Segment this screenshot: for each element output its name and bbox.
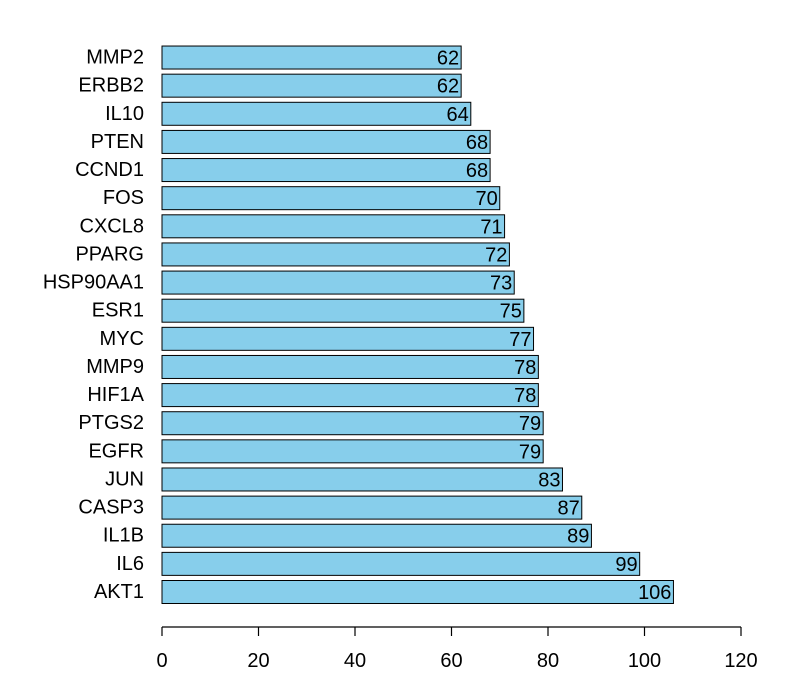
value-label-il6: 99: [615, 554, 637, 576]
bar-casp3: [161, 495, 583, 520]
value-label-hif1a: 78: [514, 385, 536, 407]
bar-myc: [161, 326, 535, 351]
category-label-fos: FOS: [103, 187, 144, 209]
x-tick-label-80: 80: [537, 650, 559, 672]
bar-egfr: [161, 439, 544, 464]
x-tick-label-20: 20: [247, 650, 269, 672]
category-label-casp3: CASP3: [78, 497, 144, 519]
value-label-il10: 64: [447, 104, 469, 126]
bar-fos: [161, 186, 501, 211]
bars-group: [161, 45, 674, 604]
category-label-hif1a: HIF1A: [87, 384, 144, 406]
x-tick-label-40: 40: [344, 650, 366, 672]
category-label-akt1: AKT1: [94, 581, 144, 603]
bar-ptgs2: [161, 411, 544, 436]
category-label-pparg: PPARG: [75, 243, 144, 265]
value-label-akt1: 106: [638, 582, 671, 604]
bar-il6: [161, 551, 641, 576]
bar-mmp9: [161, 354, 539, 379]
value-label-ptgs2: 79: [519, 413, 541, 435]
bar-erbb2: [161, 73, 462, 98]
category-label-jun: JUN: [105, 468, 144, 490]
bar-pparg: [161, 242, 510, 267]
bar-ccnd1: [161, 158, 491, 183]
x-tick-label-120: 120: [724, 650, 757, 672]
category-label-egfr: EGFR: [88, 440, 144, 462]
x-tick-label-60: 60: [440, 650, 462, 672]
value-label-pparg: 72: [485, 244, 507, 266]
value-label-cxcl8: 71: [480, 216, 502, 238]
category-label-erbb2: ERBB2: [78, 75, 144, 97]
value-label-pten: 68: [466, 132, 488, 154]
bar-pten: [161, 129, 491, 154]
value-label-hsp90aa1: 73: [490, 273, 512, 295]
value-label-erbb2: 62: [437, 76, 459, 98]
bar-il10: [161, 101, 472, 126]
bar-hsp90aa1: [161, 270, 515, 295]
category-label-pten: PTEN: [91, 131, 144, 153]
bar-hif1a: [161, 383, 539, 408]
category-label-hsp90aa1: HSP90AA1: [43, 272, 144, 294]
value-label-ccnd1: 68: [466, 160, 488, 182]
x-axis: 0 20 40 60 80 100 120: [156, 626, 758, 672]
bar-jun: [161, 467, 563, 492]
value-label-egfr: 79: [519, 441, 541, 463]
value-label-il1b: 89: [567, 526, 589, 548]
category-label-ccnd1: CCND1: [75, 159, 144, 181]
value-label-esr1: 75: [500, 301, 522, 323]
category-label-esr1: ESR1: [92, 300, 144, 322]
bar-akt1: [161, 580, 674, 604]
category-label-il1b: IL1B: [103, 525, 144, 547]
x-tick-label-100: 100: [628, 650, 661, 672]
value-label-mmp2: 62: [437, 48, 459, 70]
value-label-myc: 77: [509, 329, 531, 351]
bar-esr1: [161, 298, 525, 323]
category-labels-group: AKT1 IL6 IL1B CASP3 JUN EGFR PTGS2 HIF1A MMP9 MYC…: [43, 47, 145, 603]
category-label-cxcl8: CXCL8: [80, 215, 144, 237]
value-label-casp3: 87: [558, 498, 580, 520]
value-label-mmp9: 78: [514, 357, 536, 379]
category-label-myc: MYC: [100, 328, 144, 350]
category-label-mmp2: MMP2: [86, 47, 144, 69]
bar-mmp2: [161, 45, 462, 70]
category-label-ptgs2: PTGS2: [78, 412, 144, 434]
x-tick-label-0: 0: [156, 650, 167, 672]
category-label-mmp9: MMP9: [86, 356, 144, 378]
value-label-jun: 83: [538, 469, 560, 491]
value-label-fos: 70: [476, 188, 498, 210]
bar-cxcl8: [161, 214, 506, 239]
bar-il1b: [161, 523, 592, 548]
category-label-il10: IL10: [105, 103, 144, 125]
category-label-il6: IL6: [116, 553, 144, 575]
